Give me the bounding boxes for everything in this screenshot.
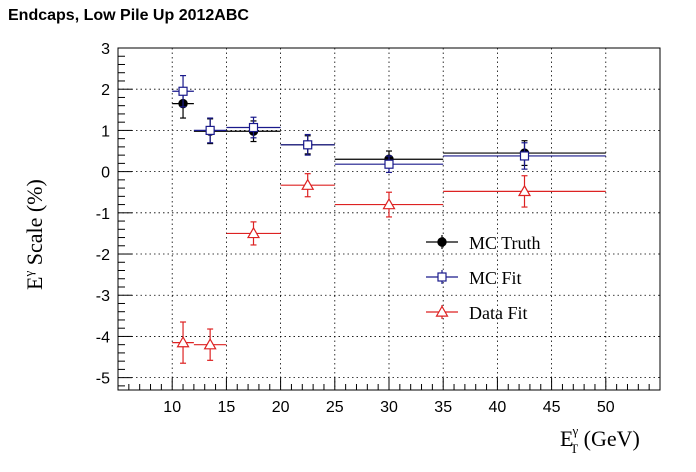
data-point <box>226 221 281 246</box>
y-tick-label: -1 <box>96 206 110 223</box>
data-marker <box>301 178 315 190</box>
legend-marker <box>437 272 447 282</box>
data-marker <box>176 335 190 348</box>
data-marker <box>203 337 217 350</box>
legend-item: Data Fit <box>426 303 528 323</box>
axis-ticks: 10 15 20 25 30 35 40 45 50 -5 -4 -3 -2 -1 0 1 2 3 <box>96 41 661 416</box>
x-tick-label: 20 <box>272 399 290 416</box>
data-point <box>172 75 194 108</box>
data-marker <box>303 140 313 150</box>
data-point <box>193 117 227 144</box>
data-point <box>193 328 227 361</box>
y-tick-label: 3 <box>101 41 110 58</box>
grid <box>118 47 660 390</box>
data-point <box>334 191 444 218</box>
legend-label: MC Truth <box>469 233 541 253</box>
x-axis-label-main: E <box>560 426 573 451</box>
x-tick-label: 25 <box>326 399 344 416</box>
data-marker <box>382 197 396 210</box>
data-marker <box>384 159 394 169</box>
data-point <box>280 173 335 198</box>
data-point <box>172 321 194 364</box>
y-tick-label: -4 <box>96 329 110 346</box>
data-marker <box>517 184 532 197</box>
legend-item: MC Fit <box>426 268 522 288</box>
x-tick-label: 35 <box>434 399 452 416</box>
series-mc-fit <box>172 75 606 174</box>
data-marker <box>205 125 215 136</box>
data-marker <box>246 226 261 239</box>
data-marker <box>178 86 188 96</box>
legend-item: MC Truth <box>426 233 541 253</box>
y-tick-label: 0 <box>101 165 110 182</box>
y-tick-label: -2 <box>96 247 110 264</box>
legend-label: Data Fit <box>469 303 528 323</box>
legend-label: MC Fit <box>469 268 522 288</box>
x-axis-label-rest: (GeV) <box>578 426 640 451</box>
x-axis-label-sup: γ <box>571 423 578 438</box>
y-tick-label: 2 <box>101 82 110 99</box>
x-tick-label: 30 <box>380 399 398 416</box>
x-tick-label: 45 <box>543 399 561 416</box>
legend: MC Truth MC Fit Data Fit <box>426 233 541 323</box>
y-tick-label: 1 <box>101 123 110 140</box>
y-axis-label-main: E <box>22 277 47 290</box>
y-axis-label: Eγ Scale (%) <box>21 179 47 290</box>
x-tick-label: 10 <box>163 399 181 416</box>
data-point <box>443 142 606 170</box>
chart-title: Endcaps, Low Pile Up 2012ABC <box>8 7 249 24</box>
series-data-fit <box>172 173 606 364</box>
data-marker <box>248 122 259 133</box>
y-axis-label-sup: γ <box>21 271 36 278</box>
x-axis-label: Eγ T (GeV) <box>560 423 640 456</box>
x-axis-label-sub: T <box>570 441 578 456</box>
x-tick-label: 40 <box>489 399 507 416</box>
y-axis-label-rest: Scale (%) <box>22 179 47 271</box>
data-series <box>172 75 606 364</box>
data-point <box>280 133 335 156</box>
y-tick-label: -5 <box>96 371 110 388</box>
data-point <box>226 116 281 139</box>
x-tick-label: 15 <box>218 399 236 416</box>
data-point <box>334 155 444 174</box>
y-tick-label: -3 <box>96 288 110 305</box>
legend-marker <box>437 237 447 247</box>
data-marker <box>519 151 530 161</box>
legend-marker <box>435 305 449 317</box>
data-point <box>443 175 606 208</box>
x-tick-label: 50 <box>597 399 615 416</box>
